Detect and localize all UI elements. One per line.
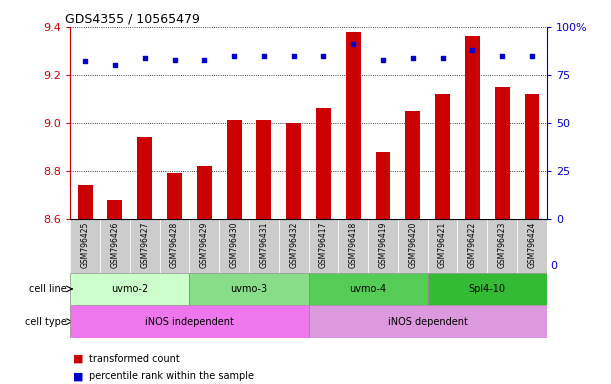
Point (199, 56, 209, 63)
Text: uvmo-3: uvmo-3 (230, 284, 268, 294)
Text: iNOS independent: iNOS independent (145, 316, 234, 327)
Bar (100, 219, 130, 273)
Text: uvmo-4: uvmo-4 (349, 284, 387, 294)
Text: GSM796426: GSM796426 (111, 222, 119, 268)
Text: GSM796417: GSM796417 (319, 222, 328, 268)
Text: iNOS dependent: iNOS dependent (388, 316, 467, 327)
Point (318, 53, 328, 59)
Text: GSM796425: GSM796425 (81, 222, 90, 268)
Point (229, 53, 239, 59)
Bar (167, 173, 182, 219)
Point (140, 55, 150, 61)
Text: GDS4355 / 10565479: GDS4355 / 10565479 (65, 13, 200, 26)
Point (467, 47, 477, 53)
Text: 0: 0 (550, 261, 557, 271)
Point (80, 58, 90, 65)
Bar (524, 94, 540, 219)
Bar (338, 219, 368, 273)
Bar (428, 219, 458, 273)
Bar (376, 152, 390, 219)
Bar (70, 305, 309, 338)
Bar (189, 273, 309, 305)
Text: ■: ■ (73, 371, 84, 381)
Text: cell line: cell line (29, 284, 67, 294)
Text: GSM796430: GSM796430 (230, 222, 238, 268)
Text: GSM796422: GSM796422 (468, 222, 477, 268)
Bar (465, 36, 480, 219)
Text: GSM796423: GSM796423 (498, 222, 507, 268)
Text: GSM796431: GSM796431 (260, 222, 268, 268)
Point (110, 62, 120, 68)
Text: percentile rank within the sample: percentile rank within the sample (89, 371, 254, 381)
Point (497, 53, 507, 59)
Text: GSM796420: GSM796420 (408, 222, 417, 268)
Point (378, 56, 388, 63)
Bar (279, 219, 309, 273)
Bar (78, 185, 93, 219)
Bar (257, 121, 271, 219)
Bar (316, 109, 331, 219)
Bar (137, 137, 152, 219)
Bar (368, 219, 398, 273)
Text: GSM796421: GSM796421 (438, 222, 447, 268)
Bar (495, 87, 510, 219)
Bar (517, 219, 547, 273)
Bar (70, 273, 189, 305)
Text: transformed count: transformed count (89, 354, 180, 364)
Text: GSM796427: GSM796427 (141, 222, 149, 268)
Text: cell type: cell type (25, 316, 67, 327)
Bar (286, 123, 301, 219)
Point (408, 55, 418, 61)
Text: GSM796428: GSM796428 (170, 222, 179, 268)
Text: GSM796432: GSM796432 (289, 222, 298, 268)
Text: GSM796419: GSM796419 (379, 222, 387, 268)
Bar (159, 219, 189, 273)
Point (437, 55, 447, 61)
Point (289, 53, 299, 59)
Point (259, 53, 269, 59)
Point (348, 41, 358, 47)
Bar (197, 166, 212, 219)
Bar (405, 111, 420, 219)
Bar (130, 219, 159, 273)
Text: GSM796424: GSM796424 (527, 222, 536, 268)
Bar (398, 219, 428, 273)
Text: GSM796418: GSM796418 (349, 222, 357, 268)
Point (527, 53, 537, 59)
Text: GSM796429: GSM796429 (200, 222, 209, 268)
Text: ■: ■ (73, 354, 84, 364)
Bar (309, 273, 428, 305)
Bar (227, 121, 241, 219)
Bar (108, 200, 122, 219)
Bar (488, 219, 517, 273)
Bar (249, 219, 279, 273)
Bar (309, 219, 338, 273)
Bar (189, 219, 219, 273)
Point (170, 56, 180, 63)
Text: Spl4-10: Spl4-10 (469, 284, 506, 294)
Bar (428, 273, 547, 305)
Bar (309, 305, 547, 338)
Bar (346, 32, 360, 219)
Bar (70, 219, 100, 273)
Text: uvmo-2: uvmo-2 (111, 284, 148, 294)
Bar (435, 94, 450, 219)
Bar (219, 219, 249, 273)
Bar (458, 219, 488, 273)
